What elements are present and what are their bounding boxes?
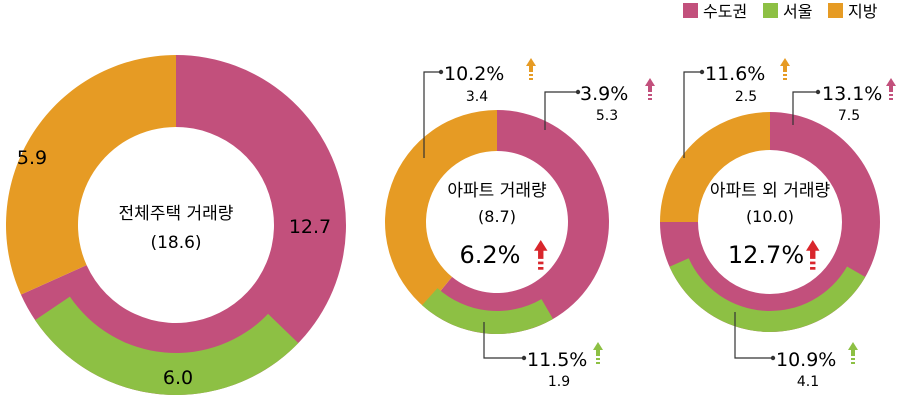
legend-swatch-지방 (828, 3, 843, 18)
up-arrow-icon-chart2-서울-head (593, 342, 603, 356)
slice-지방 (660, 112, 770, 222)
up-arrow-icon-chart2-total-bar1 (538, 261, 544, 265)
chart2-title: 아파트 거래량 (447, 181, 547, 201)
donut-chart-2 (385, 109, 610, 334)
up-arrow-icon-chart3-서울 (848, 342, 858, 364)
slice-서울 (35, 296, 299, 396)
up-arrow-icon-chart2-수도권 (645, 78, 655, 100)
leader-chart3-수도권-dot (815, 89, 821, 95)
up-arrow-icon-chart3-서울-bar1 (851, 358, 855, 360)
chart3-value-수도권: 7.5 (838, 108, 860, 124)
up-arrow-icon-chart3-수도권-head (886, 78, 896, 92)
chart3-title: 아파트 외 거래량 (710, 181, 831, 201)
legend-swatch-수도권 (683, 3, 698, 18)
chart1-label-지방: 5.9 (17, 147, 47, 169)
chart3-value-지방: 2.5 (735, 89, 757, 105)
up-arrow-icon-chart2-서울 (593, 342, 603, 364)
chart3-change-수도권: 13.1% (822, 83, 882, 105)
legend-label-수도권: 수도권 (703, 2, 747, 21)
up-arrow-icon-chart3-수도권-bar2 (889, 98, 893, 100)
up-arrow-icon-chart3-total-bar2 (810, 267, 816, 270)
leader-chart3-수도권 (792, 91, 818, 125)
up-arrow-icon-chart3-지방 (780, 58, 790, 80)
up-arrow-icon-chart2-total-bar2 (538, 267, 544, 270)
chart1-label-수도권: 12.7 (289, 216, 331, 238)
slice-수도권 (426, 109, 610, 334)
up-arrow-icon-chart2-수도권-bar1 (648, 94, 652, 96)
up-arrow-icon-chart3-total-head (806, 240, 820, 259)
legend: 수도권 서울 지방 (683, 2, 878, 21)
chart2-change: 6.2% (460, 241, 521, 269)
up-arrow-icon-chart2-지방-head (526, 58, 536, 72)
chart3-total: (10.0) (746, 207, 794, 226)
chart2-change-수도권: 3.9% (580, 83, 628, 105)
up-arrow-icon-chart3-total (806, 240, 820, 270)
up-arrow-icon-chart3-서울-bar2 (851, 362, 855, 364)
leader-chart3-지방 (683, 71, 702, 158)
up-arrow-icon-chart3-서울-head (848, 342, 858, 356)
leader-chart2-서울-dot (521, 355, 527, 361)
leader-chart2-서울 (483, 322, 524, 359)
chart1-title: 전체주택 거래량 (119, 204, 234, 224)
slice-수도권 (660, 112, 880, 332)
up-arrow-icon-chart3-지방-bar2 (783, 78, 787, 80)
up-arrow-icon-chart2-서울-bar1 (596, 358, 600, 360)
chart2-value-수도권: 5.3 (596, 108, 618, 124)
chart3-change-서울: 10.9% (776, 349, 836, 371)
leader-chart3-서울-dot (770, 355, 776, 361)
leader-chart2-지방 (423, 71, 441, 158)
up-arrow-icon-chart2-서울-bar2 (596, 362, 600, 364)
slice-지방 (385, 110, 497, 309)
leader-chart3-서울 (734, 312, 773, 359)
legend-label-서울: 서울 (783, 2, 812, 21)
slice-지방 (5, 55, 177, 295)
donut-chart-1 (5, 55, 346, 396)
slice-수도권 (20, 55, 346, 395)
up-arrow-icon-chart2-수도권-head (645, 78, 655, 92)
up-arrow-icon-chart3-수도권 (886, 78, 896, 100)
chart3-change-지방: 11.6% (705, 63, 765, 85)
chart3-change: 12.7% (728, 241, 804, 269)
up-arrow-icon-chart2-지방-bar2 (529, 78, 533, 80)
up-arrow-icon-chart2-total-head (534, 240, 548, 259)
donut-chart-3 (660, 112, 880, 332)
chart3-value-서울: 4.1 (797, 374, 819, 390)
up-arrow-icon-chart2-지방-bar1 (529, 74, 533, 76)
legend-swatch-서울 (763, 3, 778, 18)
leader-chart2-수도권 (544, 91, 578, 130)
up-arrow-icon-chart3-total-bar1 (810, 261, 816, 265)
leader-chart3-지방-dot (699, 69, 705, 75)
chart2-total: (8.7) (478, 207, 516, 226)
chart2-change-서울: 11.5% (527, 349, 587, 371)
slice-서울 (669, 258, 866, 332)
chart2-value-지방: 3.4 (466, 89, 488, 105)
up-arrow-icon-chart3-수도권-bar1 (889, 94, 893, 96)
up-arrow-icon-chart2-지방 (526, 58, 536, 80)
chart1-label-서울: 6.0 (163, 367, 193, 389)
up-arrow-icon-chart2-total (534, 240, 548, 270)
legend-label-지방: 지방 (848, 2, 878, 21)
leader-chart2-지방-dot (438, 69, 444, 75)
up-arrow-icon-chart3-지방-bar1 (783, 74, 787, 76)
slice-서울 (422, 288, 553, 334)
up-arrow-icon-chart3-지방-head (780, 58, 790, 72)
up-arrow-icon-chart2-수도권-bar2 (648, 98, 652, 100)
chart2-value-서울: 1.9 (548, 374, 570, 390)
chart1-total: (18.6) (150, 233, 201, 253)
leader-chart2-수도권-dot (575, 89, 581, 95)
chart2-change-지방: 10.2% (444, 63, 504, 85)
